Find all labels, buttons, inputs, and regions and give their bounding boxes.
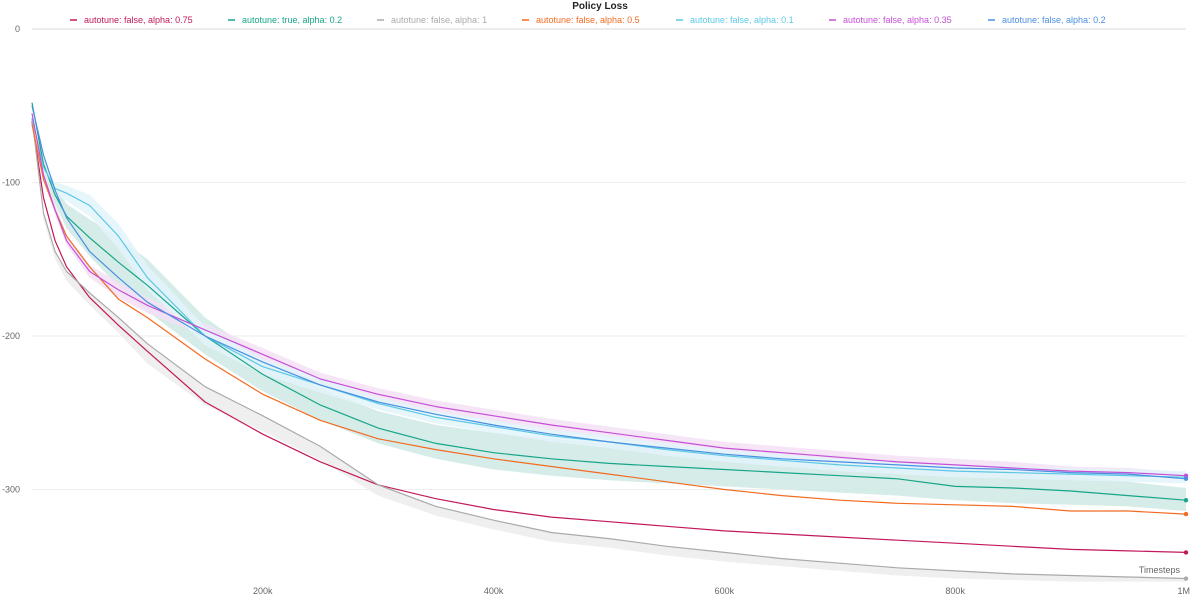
legend-label: autotune: false, alpha: 0.5 [536,15,640,25]
series-endpoint-autotune-false-alpha-1 [1183,576,1189,581]
legend: autotune: false, alpha: 0.75 autotune: tr… [70,15,1106,25]
y-tick-label: 0 [15,24,20,34]
x-axis-ticks: 200k 400k 600k 800k 1M [253,586,1190,596]
legend-label: autotune: true, alpha: 0.2 [242,15,342,25]
x-tick-label: 800k [945,586,965,596]
series-endpoint-autotune-false-alpha-0-35 [1183,473,1189,478]
x-axis-label: Timesteps [1139,565,1181,575]
series-endpoints [1183,473,1189,581]
band-autotune-true-alpha-0-2 [32,102,1186,511]
legend-item[interactable]: autotune: false, alpha: 0.2 [988,15,1106,25]
series-line-autotune-false-alpha-0-75 [31,121,1187,553]
series-line-autotune-false-alpha-1 [31,117,1187,580]
legend-item[interactable]: autotune: false, alpha: 1 [377,15,487,25]
series-line-autotune-false-alpha-0-1 [31,117,1187,478]
legend-label: autotune: false, alpha: 1 [391,15,487,25]
legend-label: autotune: false, alpha: 0.35 [843,15,952,25]
x-tick-label: 200k [253,586,273,596]
legend-label: autotune: false, alpha: 0.1 [690,15,794,25]
legend-item[interactable]: autotune: false, alpha: 0.35 [829,15,952,25]
series-line-autotune-false-alpha-0-35 [31,113,1187,477]
y-tick-label: -300 [2,485,20,495]
legend-label: autotune: false, alpha: 0.2 [1002,15,1106,25]
y-tick-label: -100 [2,178,20,188]
legend-item[interactable]: autotune: false, alpha: 0.1 [676,15,794,25]
band-autotune-false-alpha-0-35 [32,113,1186,479]
legend-item[interactable]: autotune: true, alpha: 0.2 [228,15,342,25]
series-line-autotune-false-alpha-0-5 [31,124,1187,515]
confidence-bands [32,102,1186,582]
series-line-autotune-true-alpha-0-2 [31,102,1187,501]
legend-item[interactable]: autotune: false, alpha: 0.5 [522,15,640,25]
series-line-autotune-false-alpha-0-2 [31,105,1187,480]
legend-label: autotune: false, alpha: 0.75 [84,15,193,25]
band-autotune-false-alpha-0-1 [32,118,1186,484]
series-endpoint-autotune-false-alpha-0-75 [1183,550,1189,555]
grid [32,28,1186,490]
chart-title: Policy Loss [572,1,628,12]
x-tick-label: 1M [1177,586,1190,596]
y-tick-label: -200 [2,331,20,341]
series-lines [31,102,1187,580]
x-tick-label: 400k [484,586,504,596]
legend-item[interactable]: autotune: false, alpha: 0.75 [70,15,193,25]
series-endpoint-autotune-false-alpha-0-2 [1183,476,1189,481]
y-axis-ticks: 0 -100 -200 -300 [2,24,20,495]
series-endpoint-autotune-true-alpha-0-2 [1183,498,1189,503]
x-tick-label: 600k [715,586,735,596]
series-endpoint-autotune-false-alpha-0-5 [1183,511,1189,517]
